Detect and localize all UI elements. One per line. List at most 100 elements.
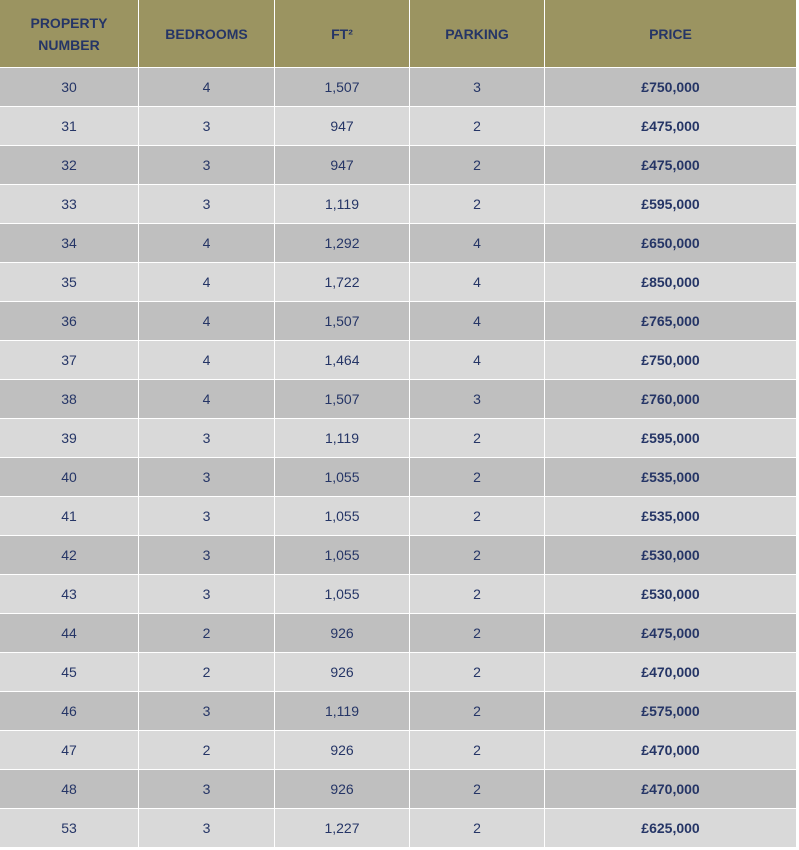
table-cell: 3 [139,536,275,575]
table-cell: 3 [139,185,275,224]
table-cell: 4 [410,263,545,302]
table-cell: 30 [0,68,139,107]
table-cell: 3 [139,146,275,185]
table-cell: 33 [0,185,139,224]
table-cell: 1,507 [275,302,410,341]
table-cell: £760,000 [545,380,797,419]
table-cell: 1,055 [275,497,410,536]
table-cell: £750,000 [545,68,797,107]
table-cell: 1,119 [275,419,410,458]
table-cell: 2 [410,575,545,614]
table-cell: £750,000 [545,341,797,380]
table-cell: 4 [139,224,275,263]
table-cell: 1,055 [275,575,410,614]
table-cell: £595,000 [545,185,797,224]
table-cell: £470,000 [545,731,797,770]
table-cell: 3 [139,692,275,731]
table-cell: 40 [0,458,139,497]
table-cell: 2 [139,731,275,770]
table-cell: £530,000 [545,575,797,614]
table-cell: £475,000 [545,146,797,185]
table-cell: £470,000 [545,770,797,809]
table-cell: 2 [139,614,275,653]
table-cell: 2 [410,770,545,809]
table-cell: 37 [0,341,139,380]
table-cell: £595,000 [545,419,797,458]
table-cell: 3 [139,458,275,497]
table-cell: 45 [0,653,139,692]
table-cell: 2 [410,731,545,770]
table-cell: 36 [0,302,139,341]
table-cell: 1,119 [275,692,410,731]
table-cell: 2 [410,185,545,224]
table-cell: 947 [275,107,410,146]
table-cell: 4 [139,302,275,341]
table-cell: 4 [410,302,545,341]
table-cell: 926 [275,653,410,692]
column-header: BEDROOMS [139,0,275,68]
table-cell: 3 [139,809,275,848]
column-header: PRICE [545,0,797,68]
table-cell: 46 [0,692,139,731]
table-cell: 2 [410,497,545,536]
table-cell: 2 [410,536,545,575]
table-cell: £470,000 [545,653,797,692]
table-cell: 32 [0,146,139,185]
table-cell: 2 [410,107,545,146]
table-cell: 926 [275,731,410,770]
table-cell: 926 [275,614,410,653]
table-cell: 1,055 [275,536,410,575]
table-cell: 1,292 [275,224,410,263]
table-cell: 48 [0,770,139,809]
table-cell: 4 [139,263,275,302]
table-cell: 926 [275,770,410,809]
table-cell: 3 [139,770,275,809]
column-header: PROPERTY NUMBER [0,0,139,68]
column-header: PARKING [410,0,545,68]
column-header: FT² [275,0,410,68]
table-cell: 2 [410,653,545,692]
table-cell: 4 [139,68,275,107]
table-cell: 38 [0,380,139,419]
table-cell: 3 [139,575,275,614]
table-cell: 1,119 [275,185,410,224]
table-cell: £765,000 [545,302,797,341]
table-cell: 2 [410,419,545,458]
table-cell: 44 [0,614,139,653]
table-cell: 4 [139,341,275,380]
table-cell: 4 [139,380,275,419]
table-cell: 1,227 [275,809,410,848]
table-cell: 53 [0,809,139,848]
table-cell: 2 [410,146,545,185]
table-cell: 1,055 [275,458,410,497]
table-cell: £850,000 [545,263,797,302]
table-cell: 1,507 [275,68,410,107]
table-cell: £575,000 [545,692,797,731]
table-cell: £625,000 [545,809,797,848]
table-cell: 1,722 [275,263,410,302]
table-cell: £475,000 [545,107,797,146]
table-cell: £535,000 [545,497,797,536]
table-cell: 3 [139,497,275,536]
table-cell: 4 [410,224,545,263]
table-cell: 3 [410,380,545,419]
table-cell: £535,000 [545,458,797,497]
table-cell: £475,000 [545,614,797,653]
table-cell: 2 [410,809,545,848]
table-cell: 31 [0,107,139,146]
table-cell: 2 [139,653,275,692]
table-cell: 41 [0,497,139,536]
table-cell: £530,000 [545,536,797,575]
table-cell: 3 [410,68,545,107]
table-cell: 39 [0,419,139,458]
table-cell: 47 [0,731,139,770]
table-cell: 3 [139,419,275,458]
table-cell: £650,000 [545,224,797,263]
table-cell: 4 [410,341,545,380]
table-cell: 2 [410,692,545,731]
table-cell: 2 [410,614,545,653]
table-cell: 1,464 [275,341,410,380]
table-cell: 2 [410,458,545,497]
